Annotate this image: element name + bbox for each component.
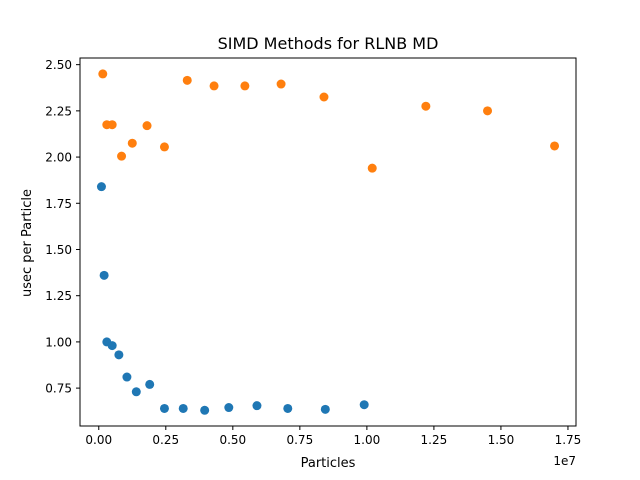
- data-point: [283, 403, 293, 413]
- data-point: [178, 403, 188, 413]
- data-point: [159, 142, 169, 152]
- x-tick-label: 1.50: [488, 433, 515, 447]
- data-point: [319, 92, 329, 102]
- data-point: [142, 121, 152, 131]
- data-point: [127, 138, 137, 148]
- data-point: [359, 400, 369, 410]
- x-tick-label: 0.25: [152, 433, 179, 447]
- x-axis-offset-label: 1e7: [553, 454, 576, 468]
- data-point: [99, 270, 109, 280]
- data-point: [367, 163, 377, 173]
- data-point: [96, 182, 106, 192]
- data-point: [200, 405, 210, 415]
- data-point: [320, 404, 330, 414]
- x-tick-label: 1.00: [354, 433, 381, 447]
- data-point: [131, 387, 141, 397]
- data-point: [122, 372, 132, 382]
- y-tick-label: 1.50: [45, 243, 72, 257]
- y-axis-label: usec per Particle: [20, 189, 35, 297]
- data-point: [209, 81, 219, 91]
- series-1: [96, 182, 369, 415]
- data-points: [96, 69, 560, 415]
- data-point: [117, 151, 127, 161]
- data-point: [107, 341, 117, 351]
- y-tick-label: 2.50: [45, 58, 72, 72]
- y-tick-label: 1.25: [45, 289, 72, 303]
- x-tick-label: 0.75: [286, 433, 313, 447]
- x-tick-label: 0.00: [85, 433, 112, 447]
- y-tick-label: 1.75: [45, 197, 72, 211]
- data-point: [240, 81, 250, 91]
- data-point: [483, 106, 493, 116]
- data-point: [159, 403, 169, 413]
- data-point: [550, 141, 560, 151]
- data-point: [114, 350, 124, 360]
- chart-title: SIMD Methods for RLNB MD: [218, 34, 439, 53]
- data-point: [145, 379, 155, 389]
- series-2: [98, 69, 560, 173]
- y-tick-label: 1.00: [45, 335, 72, 349]
- y-tick-label: 2.25: [45, 104, 72, 118]
- plot-frame: [79, 57, 577, 427]
- data-point: [182, 75, 192, 85]
- x-axis-label: Particles: [301, 456, 356, 471]
- x-tick-label: 0.50: [219, 433, 246, 447]
- y-tick-label: 0.75: [45, 382, 72, 396]
- y-tick-label: 2.00: [45, 151, 72, 165]
- data-point: [224, 403, 234, 413]
- x-axis: 0.00 0.25 0.50 0.75 1.00 1.25 1.50 1.75: [85, 426, 581, 447]
- x-tick-label: 1.75: [555, 433, 582, 447]
- y-axis: 0.75 1.00 1.25 1.50 1.75 2.00 2.25 2.50: [45, 58, 80, 396]
- data-point: [252, 401, 262, 411]
- data-point: [276, 79, 286, 89]
- data-point: [98, 69, 108, 79]
- data-point: [421, 101, 431, 111]
- x-tick-label: 1.25: [421, 433, 448, 447]
- data-point: [107, 120, 117, 130]
